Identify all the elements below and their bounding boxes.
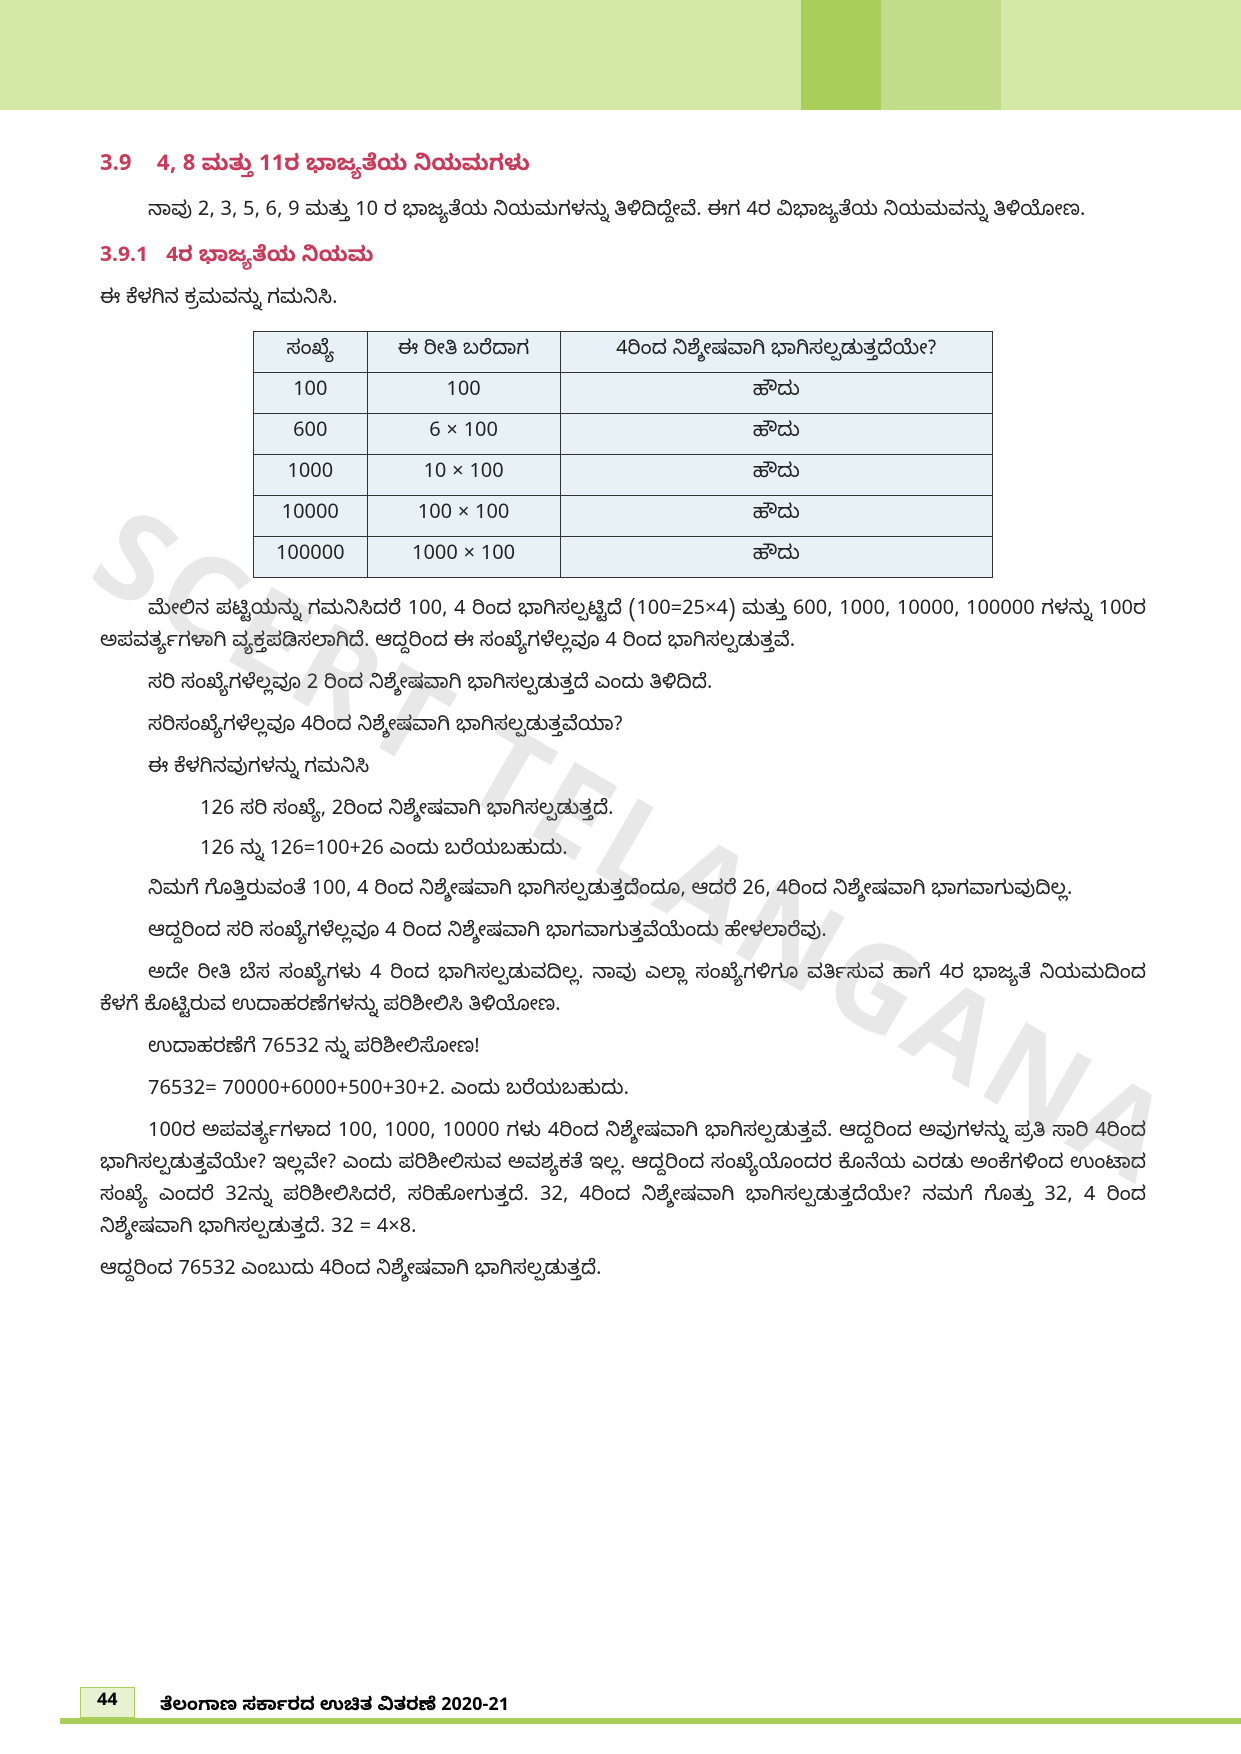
section-heading: 3.9 4, 8 ಮತ್ತು 11ರ ಭಾಜ್ಯತೆಯ ನಿಯಮಗಳು (100, 150, 1146, 185)
para-13: ಆದ್ದರಿಂದ 76532 ಎಂಬುದು 4ರಿಂದ ನಿಶ್ಶೇಷವಾಗಿ … (100, 1256, 1146, 1288)
table-row: 1000001000 × 100ಹೌದು (254, 536, 993, 577)
cell: 100000 (254, 536, 368, 577)
sub-num: 3.9.1 (100, 245, 148, 273)
para-10: ಉದಾಹರಣೆಗೆ 76532 ನ್ನು ಪರಿಶೀಲಿಸೋಣ! (100, 1034, 1146, 1066)
cell: ಹೌದು (560, 372, 992, 413)
cell: 6 × 100 (367, 413, 560, 454)
cell: 100 (254, 372, 368, 413)
sub-heading: 3.9.1 4ರ ಭಾಜ್ಯತೆಯ ನಿಯಮ (100, 243, 1146, 277)
page-number: 44 (80, 1687, 135, 1718)
section-num: 3.9 (100, 152, 131, 182)
table-row: 10000100 × 100ಹೌದು (254, 495, 993, 536)
divisibility-table: ಸಂಖ್ಯೆ ಈ ರೀತಿ ಬರೆದಾಗ 4ರಿಂದ ನಿಶ್ಶೇಷವಾಗಿ ಭ… (253, 331, 993, 578)
page-content: 3.9 4, 8 ಮತ್ತು 11ರ ಭಾಜ್ಯತೆಯ ನಿಯಮಗಳು ನಾವು… (0, 110, 1241, 1288)
para-4: ಈ ಕೆಳಗಿನವುಗಳನ್ನು ಗಮನಿಸಿ (100, 754, 1146, 786)
table-header-row: ಸಂಖ್ಯೆ ಈ ರೀತಿ ಬರೆದಾಗ 4ರಿಂದ ನಿಶ್ಶೇಷವಾಗಿ ಭ… (254, 331, 993, 372)
section-title: 4, 8 ಮತ್ತು 11ರ ಭಾಜ್ಯತೆಯ ನಿಯಮಗಳು (157, 152, 530, 182)
col-divisible: 4ರಿಂದ ನಿಶ್ಶೇಷವಾಗಿ ಭಾಗಿಸಲ್ಪಡುತ್ತದೆಯೇ? (560, 331, 992, 372)
cell: 10 × 100 (367, 454, 560, 495)
cell: 600 (254, 413, 368, 454)
divisibility-table-wrap: ಸಂಖ್ಯೆ ಈ ರೀತಿ ಬರೆದಾಗ 4ರಿಂದ ನಿಶ್ಶೇಷವಾಗಿ ಭ… (100, 331, 1146, 578)
footer-text: ತೆಲಂಗಾಣ ಸರ್ಕಾರದ ಉಚಿತ ವಿತರಣೆ 2020-21 (160, 1695, 509, 1720)
para-8: ಆದ್ದರಿಂದ ಸರಿ ಸಂಖ್ಯೆಗಳೆಲ್ಲವೂ 4 ರಿಂದ ನಿಶ್ಶ… (100, 918, 1146, 950)
cell: ಹೌದು (560, 413, 992, 454)
cell: 1000 (254, 454, 368, 495)
para-11: 76532= 70000+6000+500+30+2. ಎಂದು ಬರೆಯಬಹು… (100, 1076, 1146, 1108)
cell: 1000 × 100 (367, 536, 560, 577)
cell: ಹೌದು (560, 495, 992, 536)
para-12: 100ರ ಅಪವರ್ತ್ಯಗಳಾದ 100, 1000, 10000 ಗಳು 4… (100, 1118, 1146, 1246)
table-row: 100100ಹೌದು (254, 372, 993, 413)
banner-seg-4 (1001, 0, 1241, 110)
para-3: ಸರಿಸಂಖ್ಯೆಗಳೆಲ್ಲವೂ 4ರಿಂದ ನಿಶ್ಶೇಷವಾಗಿ ಭಾಗಿ… (100, 712, 1146, 744)
table-row: 6006 × 100ಹೌದು (254, 413, 993, 454)
observe-line: ಈ ಕೆಳಗಿನ ಕ್ರಮವನ್ನು ಗಮನಿಸಿ. (100, 285, 1146, 317)
para-1: ಮೇಲಿನ ಪಟ್ಟಿಯನ್ನು ಗಮನಿಸಿದರೆ 100, 4 ರಿಂದ ಭ… (100, 596, 1146, 660)
sub-title: 4ರ ಭಾಜ್ಯತೆಯ ನಿಯಮ (166, 245, 373, 273)
banner-seg-2 (801, 0, 881, 110)
para-6: 126 ನ್ನು 126=100+26 ಎಂದು ಬರೆಯಬಹುದು. (100, 836, 1146, 868)
para-5: 126 ಸರಿ ಸಂಖ್ಯೆ, 2ರಿಂದ ನಿಶ್ಶೇಷವಾಗಿ ಭಾಗಿಸಲ… (100, 796, 1146, 828)
para-2: ಸರಿ ಸಂಖ್ಯೆಗಳೆಲ್ಲವೂ 2 ರಿಂದ ನಿಶ್ಶೇಷವಾಗಿ ಭಾ… (100, 670, 1146, 702)
top-banner (0, 0, 1241, 110)
table-row: 100010 × 100ಹೌದು (254, 454, 993, 495)
page-footer: 44 ತೆಲಂಗಾಣ ಸರ್ಕಾರದ ಉಚಿತ ವಿತರಣೆ 2020-21 (0, 1688, 1241, 1724)
cell: 100 × 100 (367, 495, 560, 536)
cell: 10000 (254, 495, 368, 536)
table-body: 100100ಹೌದು 6006 × 100ಹೌದು 100010 × 100ಹೌ… (254, 372, 993, 577)
banner-seg-3 (881, 0, 1001, 110)
banner-seg-1 (0, 0, 801, 110)
para-9: ಅದೇ ರೀತಿ ಬೆಸ ಸಂಖ್ಯೆಗಳು 4 ರಿಂದ ಭಾಗಿಸಲ್ಪಡು… (100, 960, 1146, 1024)
cell: ಹೌದು (560, 536, 992, 577)
col-number: ಸಂಖ್ಯೆ (254, 331, 368, 372)
cell: 100 (367, 372, 560, 413)
col-written: ಈ ರೀತಿ ಬರೆದಾಗ (367, 331, 560, 372)
para-7: ನಿಮಗೆ ಗೊತ್ತಿರುವಂತೆ 100, 4 ರಿಂದ ನಿಶ್ಶೇಷವಾ… (100, 876, 1146, 908)
cell: ಹೌದು (560, 454, 992, 495)
intro-para: ನಾವು 2, 3, 5, 6, 9 ಮತ್ತು 10 ರ ಭಾಜ್ಯತೆಯ ನ… (100, 197, 1146, 229)
